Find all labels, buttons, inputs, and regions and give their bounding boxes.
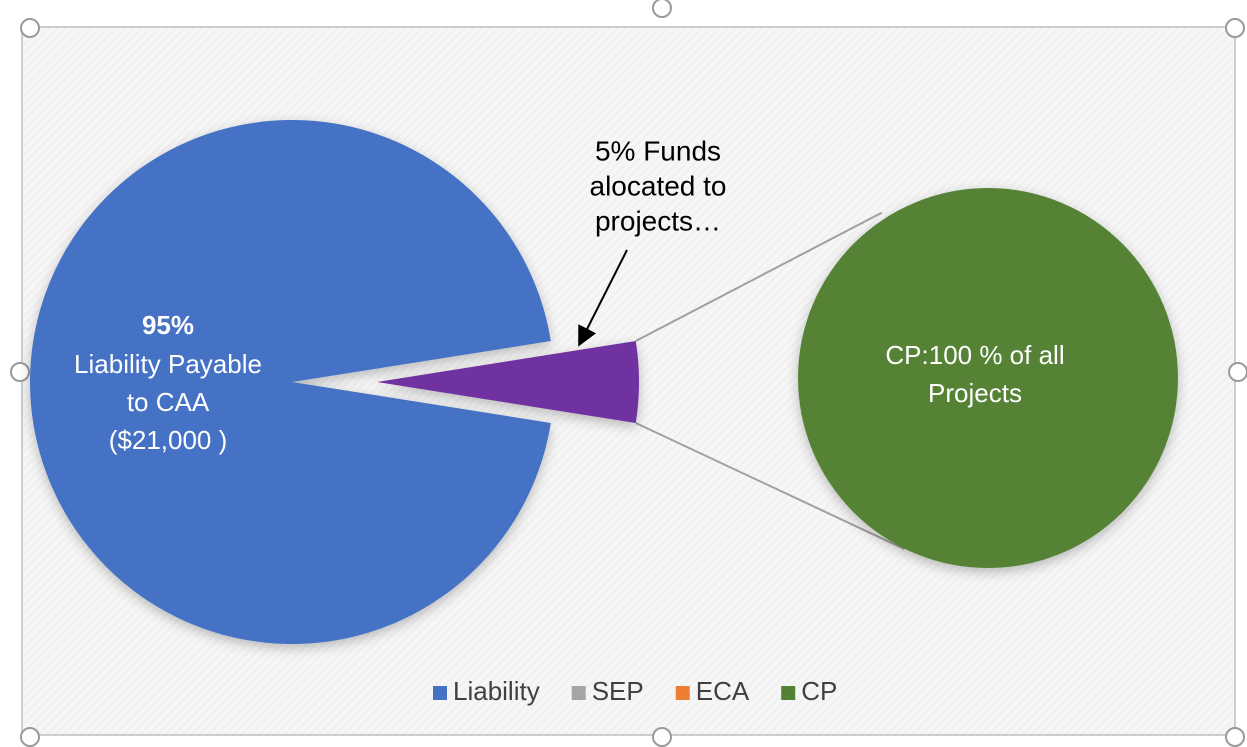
data-label: Projects	[928, 378, 1022, 408]
data-label: ($21,000 )	[109, 425, 228, 455]
secondary-pie-slice	[798, 188, 1178, 568]
annotation: 5% Funds	[595, 135, 721, 166]
selection-handles	[10, 0, 1247, 747]
legend-label: SEP	[592, 676, 644, 706]
data-label: Liability Payable	[74, 349, 262, 379]
legend-swatch	[571, 686, 586, 700]
legend-label: Liability	[453, 676, 540, 706]
annotation-arrow	[578, 249, 628, 347]
legend-swatch	[781, 686, 796, 700]
data-label: to CAA	[127, 387, 210, 417]
legend-label: CP	[801, 676, 837, 706]
legend: Liability SEP ECA CP	[433, 676, 837, 706]
legend-swatch	[675, 686, 690, 700]
pie-slice	[30, 119, 551, 644]
pie-slice	[377, 341, 639, 423]
annotation: projects…	[595, 205, 721, 236]
data-label: 95%	[142, 310, 194, 340]
connector-line	[635, 211, 883, 342]
connector-line	[635, 422, 905, 550]
legend-swatch	[433, 686, 447, 700]
data-label: CP:100 % of all	[885, 340, 1064, 370]
annotation: alocated to	[590, 170, 727, 201]
legend-label: ECA	[696, 676, 750, 706]
